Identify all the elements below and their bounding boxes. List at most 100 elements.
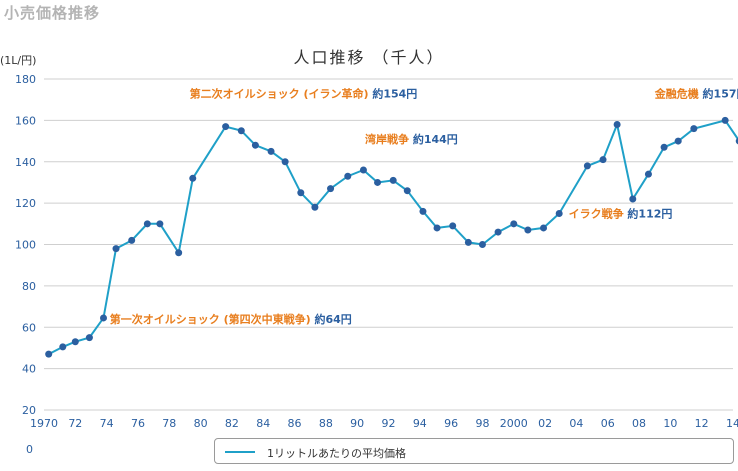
- x-tick-12: 12: [695, 417, 709, 430]
- data-point: [540, 224, 548, 232]
- annotation-label: 金融危機: [654, 87, 703, 101]
- annotation-3: イラク戦争 約112円: [569, 207, 673, 221]
- legend-series-label: 1リットルあたりの平均価格: [267, 447, 406, 460]
- data-point: [71, 338, 79, 346]
- annotation-4: 金融危機 約157円: [654, 87, 738, 101]
- x-tick-98: 98: [475, 417, 489, 430]
- annotation-label: 第二次オイルショック (イラン革命): [190, 87, 373, 101]
- page-header-title: 小売価格推移: [4, 4, 101, 22]
- annotation-price: 約154円: [372, 87, 417, 101]
- x-tick-02: 02: [538, 417, 552, 430]
- zero-label: 0: [26, 443, 33, 456]
- x-tick-1970: 1970: [30, 417, 58, 430]
- data-point: [449, 222, 457, 230]
- annotation-price: 約112円: [627, 207, 672, 221]
- data-point: [690, 125, 698, 133]
- annotation-price: 約144円: [413, 132, 458, 146]
- data-point: [112, 245, 120, 253]
- data-point: [45, 350, 53, 358]
- annotation-label: 湾岸戦争: [365, 132, 413, 146]
- x-tick-2000: 2000: [500, 417, 528, 430]
- data-point: [629, 195, 637, 203]
- x-tick-72: 72: [68, 417, 82, 430]
- data-point: [128, 236, 136, 244]
- data-point: [599, 156, 607, 164]
- x-tick-94: 94: [413, 417, 427, 430]
- x-tick-04: 04: [569, 417, 583, 430]
- data-point: [721, 116, 729, 124]
- y-tick-labels: 20 40 60 80 100 120 140 160 180: [15, 73, 36, 417]
- x-tick-14: 14: [726, 417, 738, 430]
- data-point: [156, 220, 164, 228]
- x-tick-76: 76: [131, 417, 145, 430]
- y-tick-60: 60: [22, 321, 36, 334]
- annotation-1: 第二次オイルショック (イラン革命) 約154円: [190, 87, 418, 101]
- y-tick-20: 20: [22, 404, 36, 417]
- x-tick-92: 92: [382, 417, 396, 430]
- y-tick-100: 100: [15, 239, 36, 252]
- x-tick-06: 06: [601, 417, 615, 430]
- x-tick-80: 80: [194, 417, 208, 430]
- y-tick-160: 160: [15, 114, 36, 127]
- data-point: [59, 343, 67, 351]
- data-point: [555, 209, 563, 217]
- annotation-label: イラク戦争: [569, 207, 628, 221]
- data-point: [222, 123, 230, 131]
- annotation-layer: 第一次オイルショック (第四次中東戦争) 約64円 第二次オイルショック (イラン…: [110, 87, 738, 326]
- grid-lines: [44, 78, 733, 411]
- data-point: [189, 174, 197, 182]
- y-tick-180: 180: [15, 73, 36, 86]
- data-point: [674, 137, 682, 145]
- data-point: [374, 178, 382, 186]
- data-point: [660, 143, 668, 151]
- data-point: [344, 172, 352, 180]
- data-point: [237, 127, 245, 135]
- data-point: [281, 158, 289, 166]
- data-point: [327, 185, 335, 193]
- x-tick-84: 84: [256, 417, 270, 430]
- data-point: [251, 141, 259, 149]
- data-point: [311, 203, 319, 211]
- x-tick-96: 96: [444, 417, 458, 430]
- data-point: [100, 314, 108, 322]
- data-point: [510, 220, 518, 228]
- data-point: [494, 228, 502, 236]
- data-point: [403, 187, 411, 195]
- annotation-price: 約157円: [703, 87, 738, 101]
- x-tick-90: 90: [350, 417, 364, 430]
- data-point: [359, 166, 367, 174]
- data-point: [143, 220, 151, 228]
- x-tick-78: 78: [162, 417, 176, 430]
- annotation-0: 第一次オイルショック (第四次中東戦争) 約64円: [110, 312, 352, 326]
- x-tick-74: 74: [100, 417, 114, 430]
- y-tick-120: 120: [15, 197, 36, 210]
- data-point: [583, 162, 591, 170]
- x-tick-08: 08: [632, 417, 646, 430]
- annotation-label: 第一次オイルショック (第四次中東戦争): [110, 312, 315, 326]
- data-point: [464, 238, 472, 246]
- x-tick-10: 10: [663, 417, 677, 430]
- data-point: [524, 226, 532, 234]
- legend: 1リットルあたりの平均価格: [214, 438, 734, 464]
- data-point: [267, 147, 275, 155]
- y-tick-80: 80: [22, 280, 36, 293]
- annotation-price: 約64円: [314, 312, 351, 326]
- data-point: [389, 176, 397, 184]
- data-point: [85, 334, 93, 342]
- x-tick-86: 86: [288, 417, 302, 430]
- x-tick-82: 82: [225, 417, 239, 430]
- y-axis-unit-label: (1L/円): [0, 54, 37, 67]
- data-point: [433, 224, 441, 232]
- data-point: [478, 241, 486, 248]
- data-point: [175, 249, 183, 257]
- x-tick-labels: 1970 72 74 76 78 80 82 84 86 88 90 92 94 96 98 2000 02 04…: [30, 417, 738, 430]
- chart-title: 人口推移 （千人）: [293, 48, 445, 67]
- data-point: [735, 137, 738, 145]
- legend-line-swatch: [225, 451, 255, 453]
- x-tick-88: 88: [319, 417, 333, 430]
- y-tick-140: 140: [15, 156, 36, 169]
- series-layer: [45, 116, 738, 358]
- data-point: [419, 207, 427, 215]
- data-point: [297, 189, 305, 197]
- annotation-2: 湾岸戦争 約144円: [365, 132, 458, 146]
